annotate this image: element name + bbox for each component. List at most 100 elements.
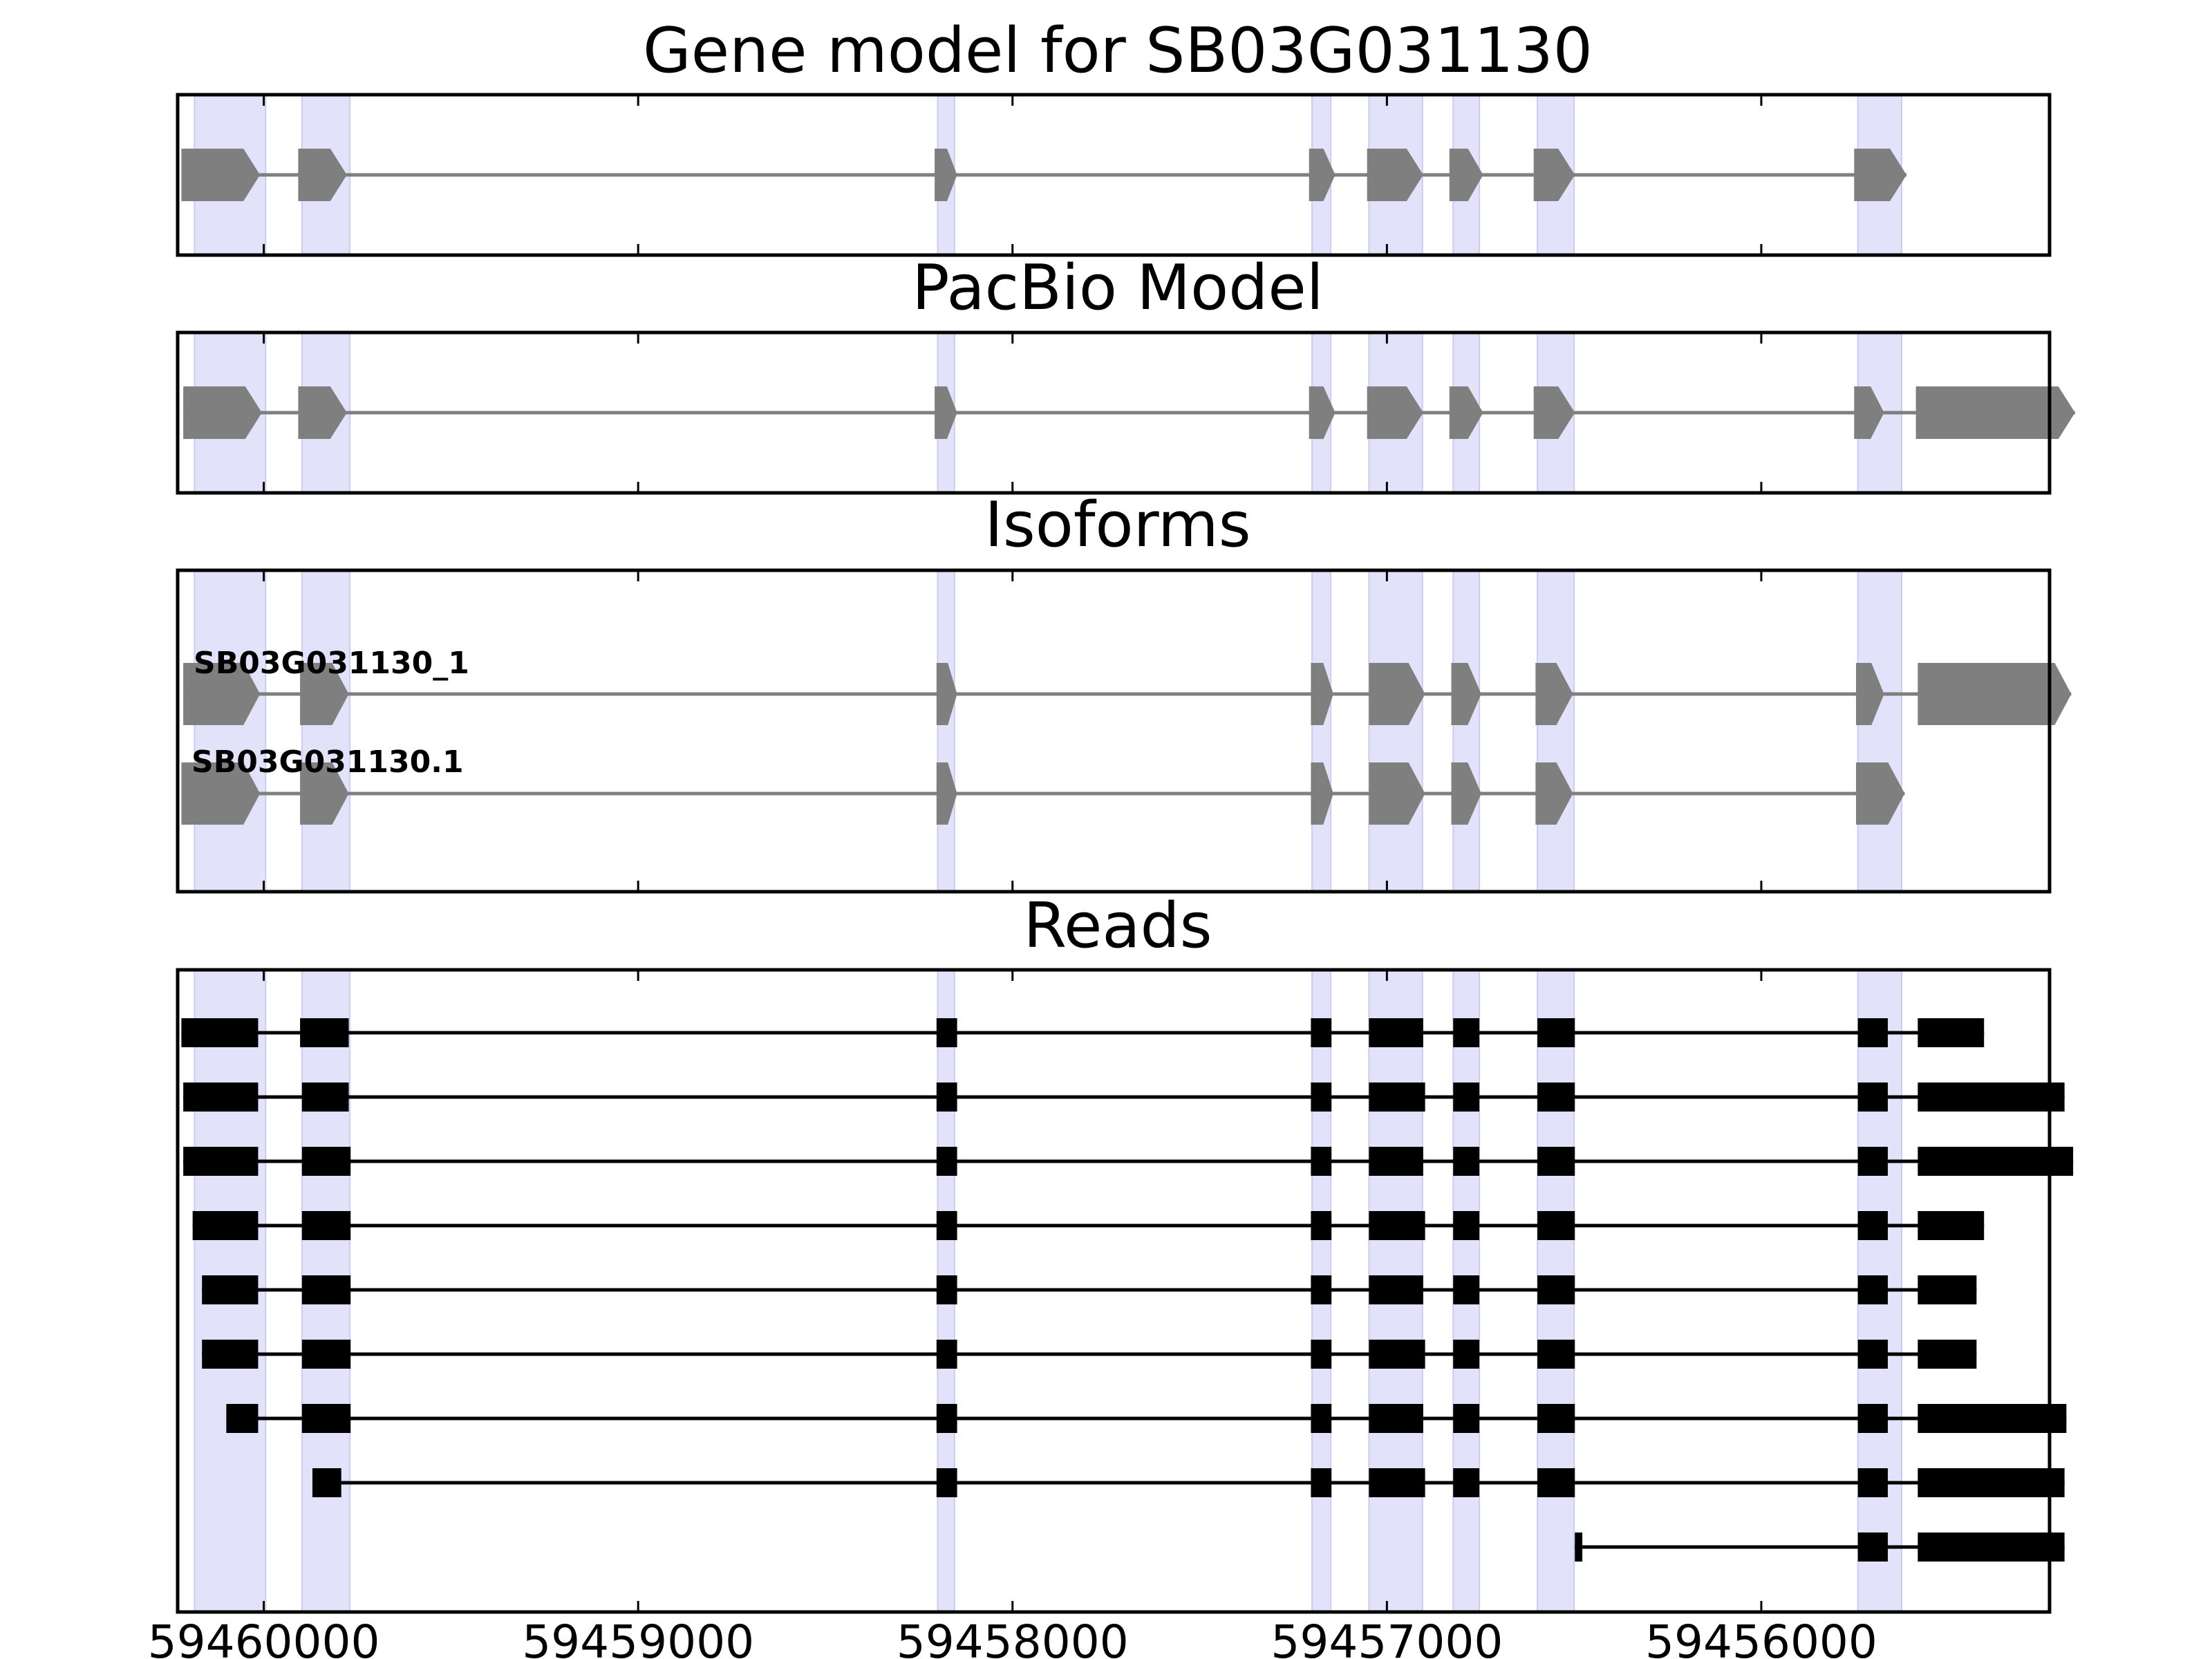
exon-block [1855,762,1905,825]
tick-marks [263,970,1763,1612]
read-exon-block [1453,1404,1480,1433]
exon-block [1854,386,1884,439]
read-exon-block [183,1082,259,1112]
read-exon-block [1453,1340,1480,1369]
read-exon-block [1918,1018,1985,1047]
x-tick-label: 59460000 [148,1615,380,1659]
exon-block [1918,663,2072,725]
read-exon-block [301,1340,351,1369]
read-exon-block [1918,1340,1977,1369]
panel-reads: Reads [176,890,2074,1614]
tick-marks [263,332,1763,493]
read-exon-block [1918,1468,2065,1497]
read-exon-block [936,1211,957,1240]
read-exon-block [1857,1275,1888,1304]
read-exon-block [301,1082,349,1112]
x-tick-label: 59457000 [1271,1615,1503,1659]
exon-block [298,149,347,201]
exon-block [1367,386,1423,439]
x-tick-label: 59456000 [1645,1615,1877,1659]
read-exon-block [1311,1018,1332,1047]
read-exon-block [1918,1533,2065,1562]
isoform-label: SB03G031130.1 [191,744,464,780]
panel-title-isoforms: Isoforms [984,489,1250,561]
read-exon-block [1369,1147,1423,1176]
highlight-band [301,570,351,892]
highlight-band [1368,570,1423,892]
read-exon-block [301,1211,351,1240]
read-exon-block [1857,1211,1888,1240]
read-exon-block [1857,1147,1888,1176]
x-axis-tick-labels: 59460000 59459000 59458000 59457000 5945… [148,1615,1877,1659]
exon-block [936,762,957,825]
read-exon-block [1453,1018,1480,1047]
read-exon-block [226,1404,259,1433]
read-exon-block [1918,1082,2065,1112]
read-exon-block [301,1275,351,1304]
exon-block [1369,663,1425,725]
read-exon-block [1575,1533,1583,1562]
exon-block [300,762,349,825]
read-exon-block [936,1082,957,1112]
read-exon-block [1453,1082,1480,1112]
read-exon-block [1369,1404,1423,1433]
read-exon-block [301,1404,351,1433]
read-exon-block [1453,1275,1480,1304]
highlight-band [1857,570,1903,892]
exon-block [1369,762,1425,825]
read-exon-block [936,1468,957,1497]
panel-frame [176,968,2052,1614]
highlight-band [194,570,267,892]
read-exon-block [1918,1147,2074,1176]
panel-frame [176,568,2052,894]
exon-block [1449,386,1483,439]
read-exon-block [202,1275,259,1304]
tick-marks [263,95,1763,255]
exon-block [1449,149,1483,201]
read-exon-block [936,1018,957,1047]
exon-block [1855,663,1884,725]
read-exon-block [1537,1211,1575,1240]
read-exon-block [202,1340,259,1369]
read-exon-block [936,1147,957,1176]
read-exon-block [1857,1404,1888,1433]
exon-block [1311,762,1333,825]
read-exon-block [1311,1082,1332,1112]
read-exon-block [936,1404,957,1433]
highlight-band [1452,570,1481,892]
read-exon-block [1857,1018,1888,1047]
read-exon-block [1453,1147,1480,1176]
exon-block [1854,149,1907,201]
tick-marks [263,570,1763,892]
exon-block [1533,149,1575,201]
isoform-label: SB03G031130_1 [194,646,469,681]
exon-block [183,663,261,725]
read-exon-block [1369,1275,1423,1304]
highlight-band [1311,570,1332,892]
exon-block [181,762,261,825]
read-exon-block [301,1147,351,1176]
read-exon-block [1857,1533,1888,1562]
read-exon-block [1857,1340,1888,1369]
read-exon-block [183,1147,259,1176]
x-tick-label: 59459000 [522,1615,754,1659]
read-exon-block [1537,1468,1575,1497]
read-exon-block [1369,1211,1425,1240]
panel-isoforms: Isoforms SB03G031130_1 SB03G031130.1 [176,489,2072,894]
exon-block [183,386,262,439]
exon-block [935,386,957,439]
exon-block [1367,149,1423,201]
exon-block [1915,386,2075,439]
read-exon-block [1369,1340,1425,1369]
panel-pacbio-model: PacBio Model [176,252,2075,495]
exon-block [298,386,347,439]
highlight-layer [194,570,1903,892]
exon-block [935,149,957,201]
panel-frame [176,330,2052,495]
exon-block [300,663,349,725]
read-exon-block [1369,1018,1423,1047]
panel-frame [176,93,2052,257]
read-exon-block [181,1018,259,1047]
exon-block [1451,663,1481,725]
